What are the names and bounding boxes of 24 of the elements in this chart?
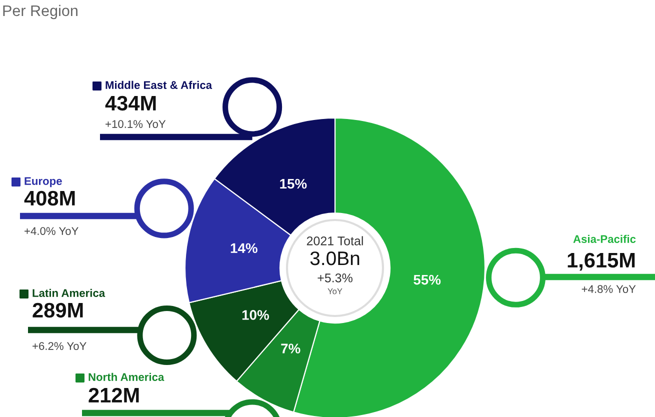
text: +4.0% YoY [24,227,78,235]
text: +10.1% YoY [106,120,166,128]
text: YoY [328,288,342,294]
slice-label: Asia-Pacific [573,234,636,243]
text: +5.3% [318,274,352,282]
data-label: 55% [414,274,441,285]
text: 3.0Bn [310,251,360,266]
legend-label: Middle East & Africa [106,80,212,89]
chart-title: Per Region [3,4,78,20]
text: 289M [32,302,83,318]
legend-label: Europe [24,177,62,188]
text: +4.8% YoY [582,285,636,293]
text: 408M [24,190,75,206]
text: 212M [88,388,139,402]
text: 434M [105,96,156,111]
legend-label: North America [88,372,164,381]
data-label: 15% [280,178,307,189]
text: 1,615M [568,252,635,271]
legend-label: Latin America [32,288,106,297]
data-label: 7% [281,344,300,354]
data-label: 10% [242,310,269,320]
text: 2021 Total [306,236,363,246]
text: +6.2% YoY [32,342,86,350]
data-label: 14% [230,243,258,254]
